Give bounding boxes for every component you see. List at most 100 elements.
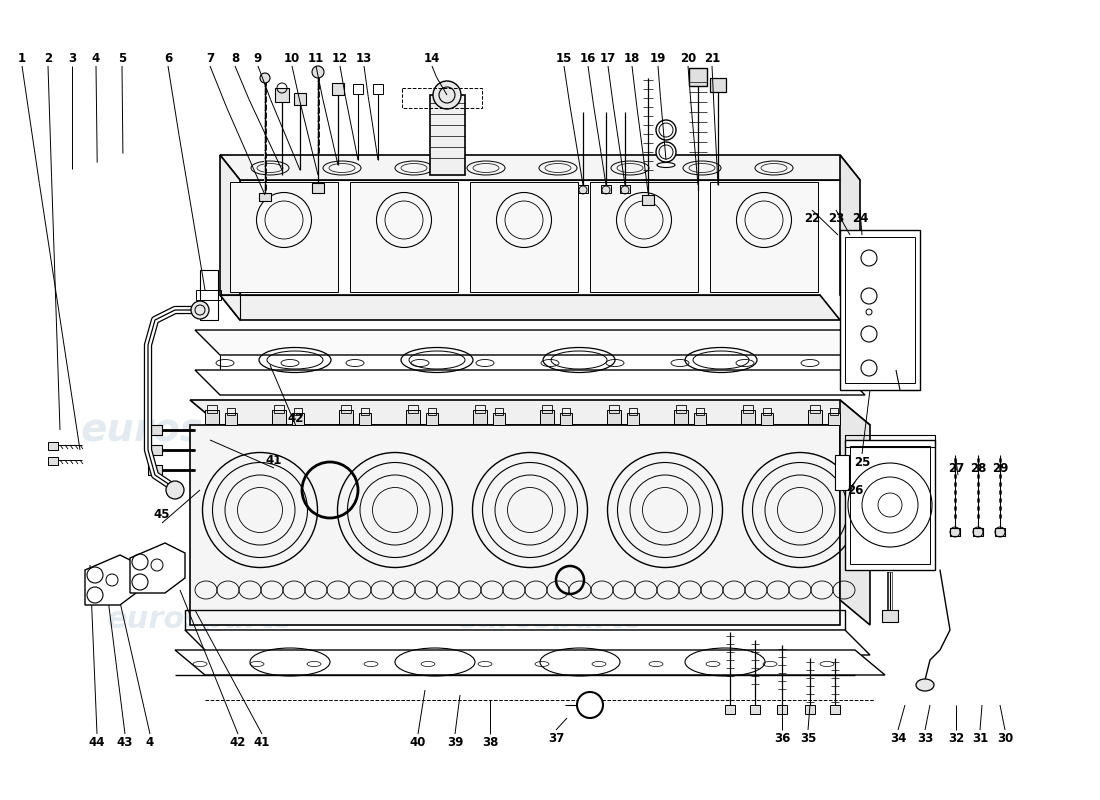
Bar — [629, 408, 637, 415]
Bar — [689, 68, 707, 86]
Bar — [258, 193, 271, 201]
Bar — [562, 408, 570, 415]
Circle shape — [260, 73, 270, 83]
Bar — [148, 425, 162, 435]
Bar — [676, 405, 686, 413]
Bar — [361, 408, 368, 415]
Bar — [601, 185, 610, 193]
Bar — [339, 410, 353, 424]
Text: 29: 29 — [992, 462, 1009, 474]
Bar — [495, 408, 503, 415]
Bar — [542, 405, 552, 413]
Circle shape — [191, 301, 209, 319]
Text: 25: 25 — [854, 455, 870, 469]
Bar — [974, 528, 983, 536]
Bar — [230, 182, 338, 292]
Bar — [609, 405, 619, 413]
Bar — [590, 182, 698, 292]
Text: 34: 34 — [890, 731, 906, 745]
Text: 27: 27 — [948, 462, 964, 474]
Bar — [312, 183, 324, 193]
Bar — [196, 290, 221, 300]
Bar — [205, 410, 219, 424]
Text: 7: 7 — [206, 51, 214, 65]
Text: 44: 44 — [89, 735, 106, 749]
Bar — [607, 410, 621, 424]
Text: 15: 15 — [556, 51, 572, 65]
Text: 41: 41 — [254, 735, 271, 749]
Polygon shape — [185, 630, 870, 655]
Bar — [226, 413, 236, 425]
Polygon shape — [195, 330, 865, 355]
Bar — [426, 413, 438, 425]
Polygon shape — [220, 155, 240, 320]
Bar — [627, 413, 639, 425]
Bar — [835, 455, 849, 490]
Text: 32: 32 — [948, 731, 964, 745]
Bar — [470, 182, 578, 292]
Text: 17: 17 — [600, 51, 616, 65]
Polygon shape — [175, 650, 886, 675]
Bar — [48, 457, 58, 465]
Bar — [408, 405, 418, 413]
Text: 39: 39 — [447, 735, 463, 749]
Text: 33: 33 — [917, 731, 933, 745]
Ellipse shape — [657, 162, 675, 167]
Text: 21: 21 — [704, 51, 720, 65]
Bar — [777, 705, 786, 714]
Bar — [710, 78, 726, 92]
Text: 12: 12 — [332, 51, 348, 65]
Ellipse shape — [916, 679, 934, 691]
Bar — [696, 408, 704, 415]
Polygon shape — [195, 370, 865, 395]
Text: 9: 9 — [254, 51, 262, 65]
Polygon shape — [840, 155, 860, 320]
Polygon shape — [190, 400, 870, 425]
Bar — [761, 413, 773, 425]
Bar — [475, 405, 485, 413]
Circle shape — [433, 81, 461, 109]
Text: 11: 11 — [308, 51, 324, 65]
Bar — [272, 410, 286, 424]
Bar — [48, 442, 58, 450]
Text: 18: 18 — [624, 51, 640, 65]
Bar — [185, 610, 845, 630]
Bar — [750, 705, 760, 714]
Bar — [578, 185, 588, 193]
Text: 6: 6 — [164, 51, 172, 65]
Bar — [493, 413, 505, 425]
Bar — [830, 408, 838, 415]
Bar — [950, 528, 960, 536]
Polygon shape — [85, 555, 140, 605]
Text: 40: 40 — [410, 735, 426, 749]
Bar — [190, 425, 840, 625]
Text: 43: 43 — [117, 735, 133, 749]
Circle shape — [312, 66, 324, 78]
Text: 42: 42 — [288, 411, 305, 425]
Bar — [428, 408, 436, 415]
Text: 19: 19 — [650, 51, 667, 65]
Text: 41: 41 — [266, 454, 283, 466]
Bar — [620, 185, 630, 193]
Text: 4: 4 — [146, 735, 154, 749]
Bar — [805, 705, 815, 714]
Text: 37: 37 — [548, 731, 564, 745]
Bar — [996, 528, 1005, 536]
Text: 38: 38 — [482, 735, 498, 749]
Circle shape — [166, 481, 184, 499]
Bar — [148, 465, 162, 475]
Text: eurosparts: eurosparts — [456, 606, 644, 634]
Bar — [810, 405, 820, 413]
Polygon shape — [840, 330, 895, 355]
Polygon shape — [130, 543, 185, 593]
Circle shape — [656, 142, 676, 162]
Text: 5: 5 — [118, 51, 127, 65]
Bar — [473, 410, 487, 424]
Text: 35: 35 — [800, 731, 816, 745]
Bar — [350, 182, 458, 292]
Text: 13: 13 — [356, 51, 372, 65]
Bar — [742, 405, 754, 413]
Bar — [430, 95, 465, 175]
Bar — [840, 230, 920, 390]
Bar — [373, 84, 383, 94]
